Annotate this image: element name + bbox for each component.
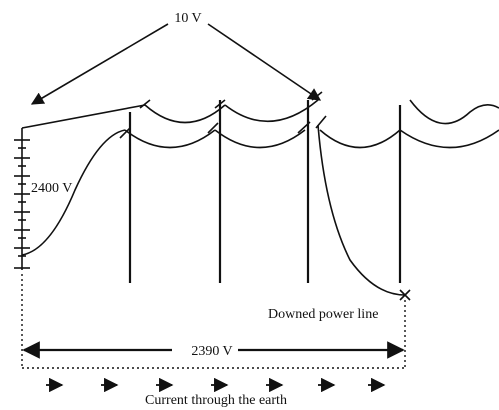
top-voltage: 10 V xyxy=(174,11,201,26)
current-label: Current through the earth xyxy=(145,393,287,408)
ground-voltage: 2390 V xyxy=(191,344,232,359)
source-voltage: 2400 V xyxy=(31,181,72,196)
wiring xyxy=(14,23,499,393)
downed-line-label: Downed power line xyxy=(268,307,378,322)
